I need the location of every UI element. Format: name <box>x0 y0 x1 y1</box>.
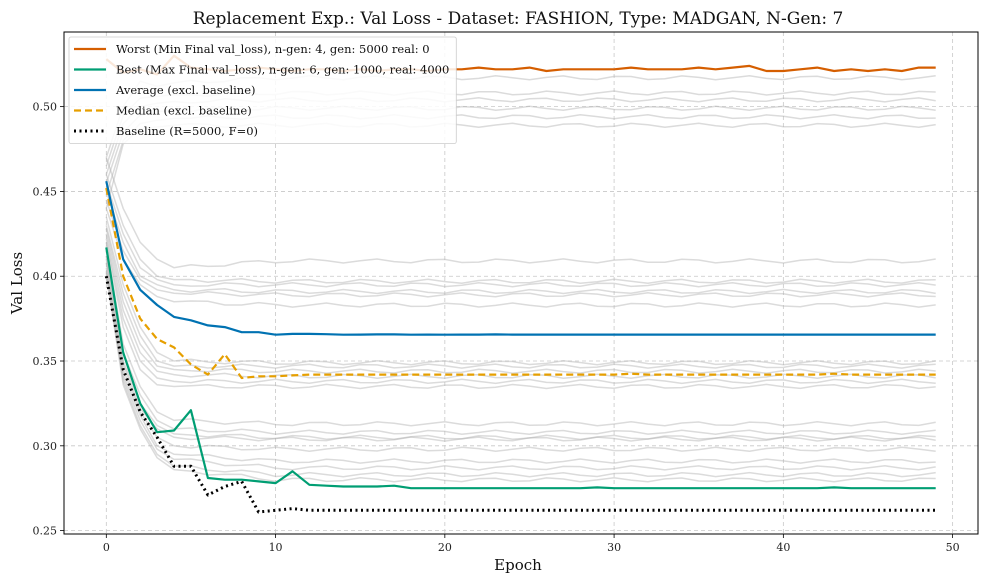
x-tick-label: 50 <box>946 541 960 554</box>
x-tick-label: 0 <box>103 541 110 554</box>
legend: Worst (Min Final val_loss), n-gen: 4, ge… <box>68 36 457 144</box>
legend-label: Best (Max Final val_loss), n-gen: 6, gen… <box>116 63 449 77</box>
plot-frame <box>63 31 979 535</box>
y-axis-title: Val Loss <box>8 252 26 315</box>
y-axis-ticks: 0.25 0.30 0.35 0.40 0.45 0.50 <box>33 101 64 538</box>
legend-box <box>68 36 457 144</box>
background-run-line <box>105 270 936 471</box>
background-run-line <box>105 208 936 308</box>
legend-label: Baseline (R=5000, F=0) <box>116 124 258 138</box>
background-run-line <box>105 267 936 464</box>
series-line-4 <box>104 275 936 514</box>
background-run-line <box>105 272 936 478</box>
legend-label: Average (excl. baseline) <box>115 83 256 97</box>
background-run-line <box>105 245 936 427</box>
x-tick-label: 30 <box>607 541 621 554</box>
grid-lines <box>64 32 978 534</box>
x-axis-title: Epoch <box>494 556 542 574</box>
background-run-line <box>105 228 936 374</box>
background-run-line <box>105 274 936 483</box>
y-tick-label: 0.25 <box>33 525 58 538</box>
background-run-line <box>105 262 936 452</box>
legend-label: Median (excl. baseline) <box>116 104 252 118</box>
legend-label: Worst (Min Final val_loss), n-gen: 4, ge… <box>116 42 430 56</box>
series-line-1 <box>105 247 936 490</box>
series-line-3 <box>105 187 936 380</box>
x-tick-label: 20 <box>438 541 452 554</box>
series-line-2 <box>105 180 936 336</box>
background-run-line <box>105 259 936 442</box>
background-run-line <box>105 216 936 366</box>
background-run-line <box>105 174 936 285</box>
chart-title: Replacement Exp.: Val Loss - Dataset: FA… <box>193 9 844 29</box>
y-tick-label: 0.35 <box>33 355 58 368</box>
background-run-line <box>105 233 936 380</box>
background-run-line <box>105 250 936 436</box>
background-run-line <box>105 182 936 288</box>
y-tick-label: 0.40 <box>33 270 58 283</box>
background-run-line <box>105 199 936 298</box>
background-run-line <box>105 255 936 441</box>
x-axis-ticks: 0 10 20 30 40 50 <box>103 534 960 554</box>
background-run-line <box>105 225 936 369</box>
y-tick-label: 0.30 <box>33 440 58 453</box>
background-run-line <box>105 157 936 269</box>
background-run-line <box>105 238 936 385</box>
y-tick-label: 0.50 <box>33 101 58 114</box>
x-tick-label: 40 <box>776 541 790 554</box>
x-tick-label: 10 <box>269 541 283 554</box>
background-run-line <box>105 242 936 390</box>
y-tick-label: 0.45 <box>33 185 58 198</box>
background-run-line <box>105 191 936 295</box>
